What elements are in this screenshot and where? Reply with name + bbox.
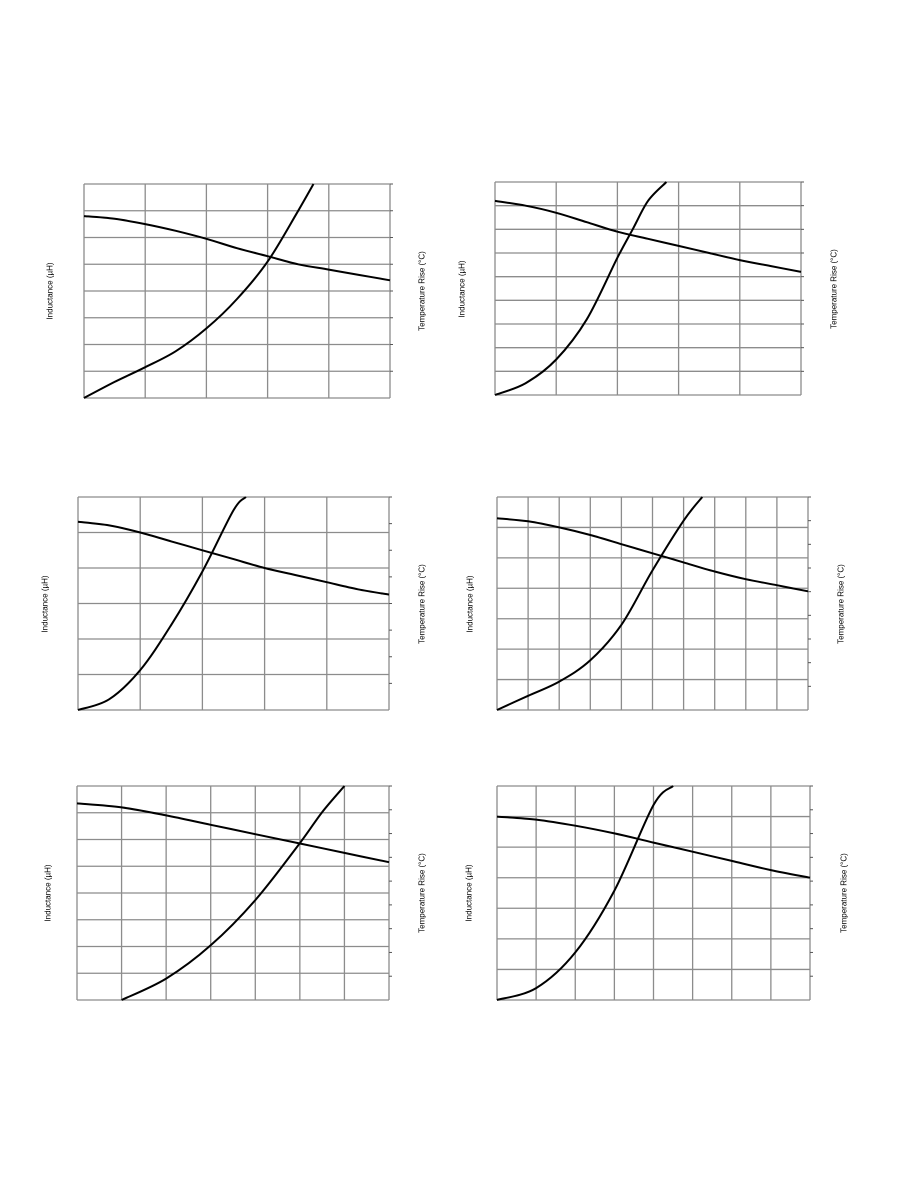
temperature-rise-axis-label: Temperature Rise (°C) — [417, 853, 427, 933]
inductance-axis-label: Inductance (µH) — [464, 864, 474, 922]
inductance-curve — [77, 520, 390, 596]
plot-area — [76, 785, 392, 1001]
temperature-rise-curve — [121, 785, 346, 1001]
temperature-rise-curve — [496, 496, 704, 711]
inductance-axis-label: Inductance (µH) — [457, 259, 467, 318]
inductance-curve — [496, 517, 809, 593]
inductance-axis-label: Inductance (µH) — [43, 864, 53, 922]
temperature-rise-axis-label: Temperature Rise (°C) — [836, 563, 846, 644]
inductance-curve — [494, 199, 802, 273]
temperature-rise-axis-label: Temperature Rise (°C) — [417, 251, 427, 331]
plot-area — [494, 181, 804, 396]
inductance-curve — [496, 815, 811, 879]
plot-area — [496, 496, 811, 711]
inductance-axis-label: Inductance (µH) — [45, 262, 55, 320]
temperature-rise-curve — [77, 496, 247, 711]
temperature-rise-curve — [496, 785, 674, 1001]
plot-area — [83, 183, 393, 399]
inductance-curve — [83, 215, 391, 282]
inductance-curve — [76, 802, 390, 864]
plot-area — [496, 785, 813, 1001]
plot-area — [77, 496, 392, 711]
temperature-rise-curve — [83, 183, 315, 399]
temperature-rise-curve — [494, 181, 668, 396]
inductance-axis-label: Inductance (µH) — [40, 574, 50, 633]
temperature-rise-axis-label: Temperature Rise (°C) — [829, 248, 839, 329]
temperature-rise-axis-label: Temperature Rise (°C) — [839, 853, 849, 933]
temperature-rise-axis-label: Temperature Rise (°C) — [417, 563, 427, 644]
inductance-axis-label: Inductance (µH) — [465, 574, 475, 633]
